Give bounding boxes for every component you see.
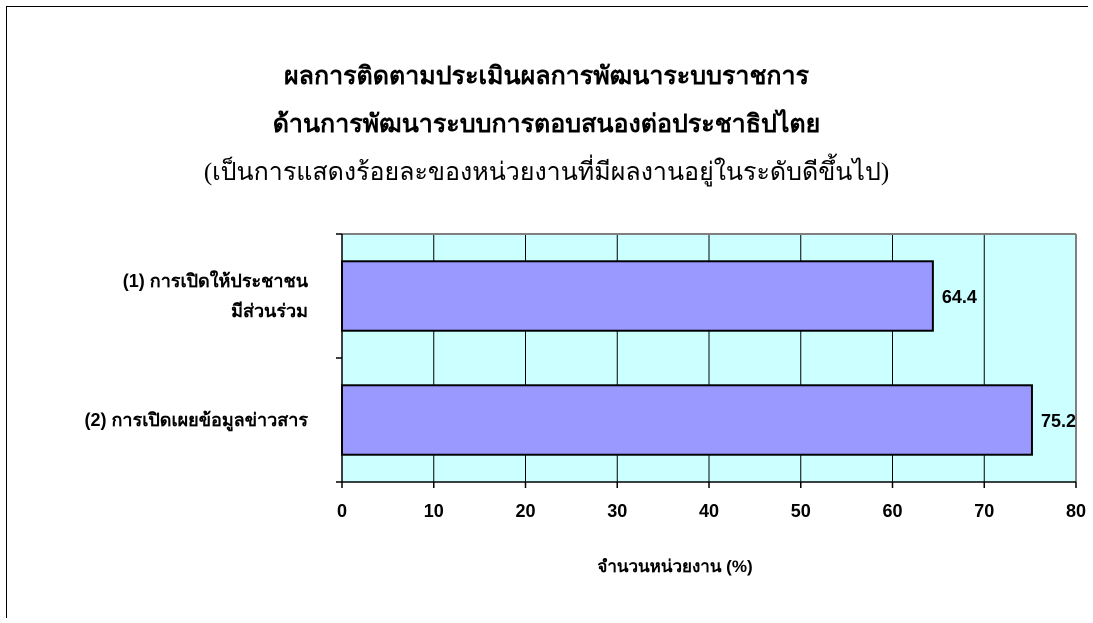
category-label-1-line-2: มีส่วนร่วม xyxy=(231,301,308,321)
x-tick-label-8: 80 xyxy=(1066,501,1086,521)
x-tick-label-2: 20 xyxy=(515,501,535,521)
data-label-2: 75.2 xyxy=(1041,411,1076,431)
data-label-1: 64.4 xyxy=(942,287,977,307)
category-label-1: (1) การเปิดให้ประชาชนมีส่วนร่วม xyxy=(123,266,308,326)
chart-title: ผลการติดตามประเมินผลการพัฒนาระบบราชการ xyxy=(283,63,810,90)
bar-2 xyxy=(341,384,1033,456)
x-axis-label: จำนวนหน่วยงาน (%) xyxy=(597,557,753,576)
bar-1 xyxy=(341,260,934,332)
chart-frame xyxy=(6,6,1088,618)
x-tick-label-3: 30 xyxy=(607,501,627,521)
category-label-2: (2) การเปิดเผยข้อมูลข่าวสาร xyxy=(85,405,308,435)
x-tick-label-1: 10 xyxy=(424,501,444,521)
x-tick-label-7: 70 xyxy=(974,501,994,521)
chart-title-line-2: ด้านการพัฒนาระบบการตอบสนองต่อประชาธิปไตย xyxy=(272,111,821,138)
chart-subtitle: (เป็นการแสดงร้อยละของหน่วยงานที่มีผลงานอ… xyxy=(203,159,890,186)
category-label-2-line-1: (2) การเปิดเผยข้อมูลข่าวสาร xyxy=(84,410,308,430)
x-tick-label-6: 60 xyxy=(882,501,902,521)
x-tick-label-4: 40 xyxy=(699,501,719,521)
x-tick-label-0: 0 xyxy=(337,501,347,521)
x-tick-label-5: 50 xyxy=(791,501,811,521)
category-label-1-line-1: (1) การเปิดให้ประชาชน xyxy=(122,271,308,291)
